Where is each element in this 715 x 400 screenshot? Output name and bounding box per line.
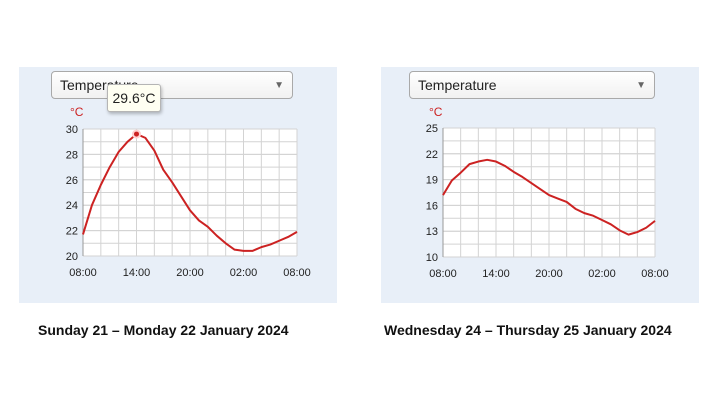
x-tick-label: 14:00 [482, 268, 510, 280]
metric-dropdown[interactable]: Temperature ▼ [409, 71, 655, 99]
x-tick-label: 02:00 [230, 267, 258, 279]
y-tick-label: 25 [426, 123, 438, 135]
chart-panel-1: Temperature ▼ °C 20 22 24 26 28 30 08:00 14:00 2… [19, 67, 337, 303]
y-tick-label: 19 [426, 175, 438, 187]
y-axis-unit: °C [429, 105, 443, 119]
x-tick-label: 02:00 [588, 268, 616, 280]
metric-dropdown[interactable]: Temperature ▼ [51, 71, 293, 99]
y-tick-label: 16 [426, 200, 438, 212]
y-tick-label: 22 [426, 149, 438, 161]
y-tick-label: 24 [66, 200, 78, 212]
y-tick-label: 10 [426, 252, 438, 264]
temperature-chart[interactable]: 10 13 16 19 22 25 08:00 14:00 20:00 02:00 08:00 [381, 67, 699, 303]
y-tick-label: 20 [66, 251, 78, 263]
highlight-marker[interactable] [134, 131, 139, 137]
value-tooltip: 29.6°C [107, 84, 161, 112]
temperature-series-line [82, 133, 298, 252]
temperature-series-line [442, 158, 656, 236]
date-range-caption: Sunday 21 – Monday 22 January 2024 [38, 322, 289, 338]
y-tick-label: 13 [426, 226, 438, 238]
x-tick-label: 20:00 [535, 268, 563, 280]
x-tick-label: 20:00 [176, 267, 204, 279]
x-tick-label: 08:00 [429, 268, 457, 280]
y-tick-label: 28 [66, 149, 78, 161]
y-tick-label: 30 [66, 124, 78, 136]
x-tick-label: 08:00 [69, 267, 97, 279]
temperature-chart[interactable]: 20 22 24 26 28 30 08:00 14:00 20:00 02:00 08:00 [19, 67, 337, 303]
chevron-down-icon[interactable]: ▼ [636, 79, 646, 91]
x-tick-label: 08:00 [283, 267, 311, 279]
x-tick-label: 14:00 [123, 267, 151, 279]
metric-dropdown-value: Temperature [418, 77, 497, 93]
x-tick-label: 08:00 [641, 268, 669, 280]
y-tick-label: 22 [66, 226, 78, 238]
y-axis-unit: °C [70, 105, 84, 119]
y-tick-label: 26 [66, 175, 78, 187]
chevron-down-icon[interactable]: ▼ [274, 79, 284, 91]
date-range-caption: Wednesday 24 – Thursday 25 January 2024 [384, 322, 672, 338]
chart-panel-2: Temperature ▼ °C 10 13 16 19 22 25 08:00 14:00 2… [381, 67, 699, 303]
